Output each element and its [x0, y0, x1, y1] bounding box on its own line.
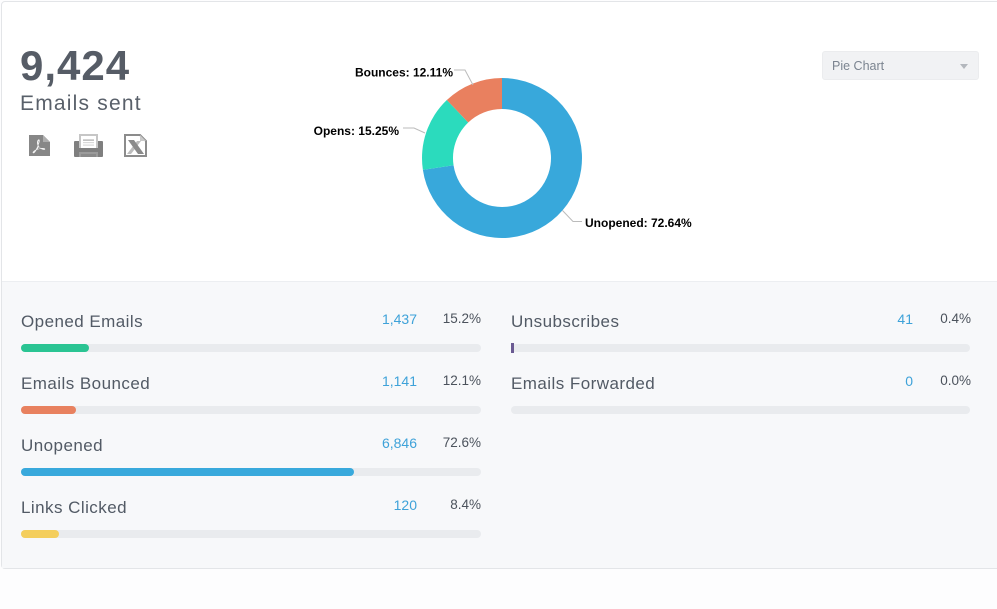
- svg-text:Opens: 15.25%: Opens: 15.25%: [313, 124, 399, 138]
- svg-text:Unopened: 72.64%: Unopened: 72.64%: [585, 216, 692, 230]
- svg-text:Bounces: 12.11%: Bounces: 12.11%: [354, 65, 452, 79]
